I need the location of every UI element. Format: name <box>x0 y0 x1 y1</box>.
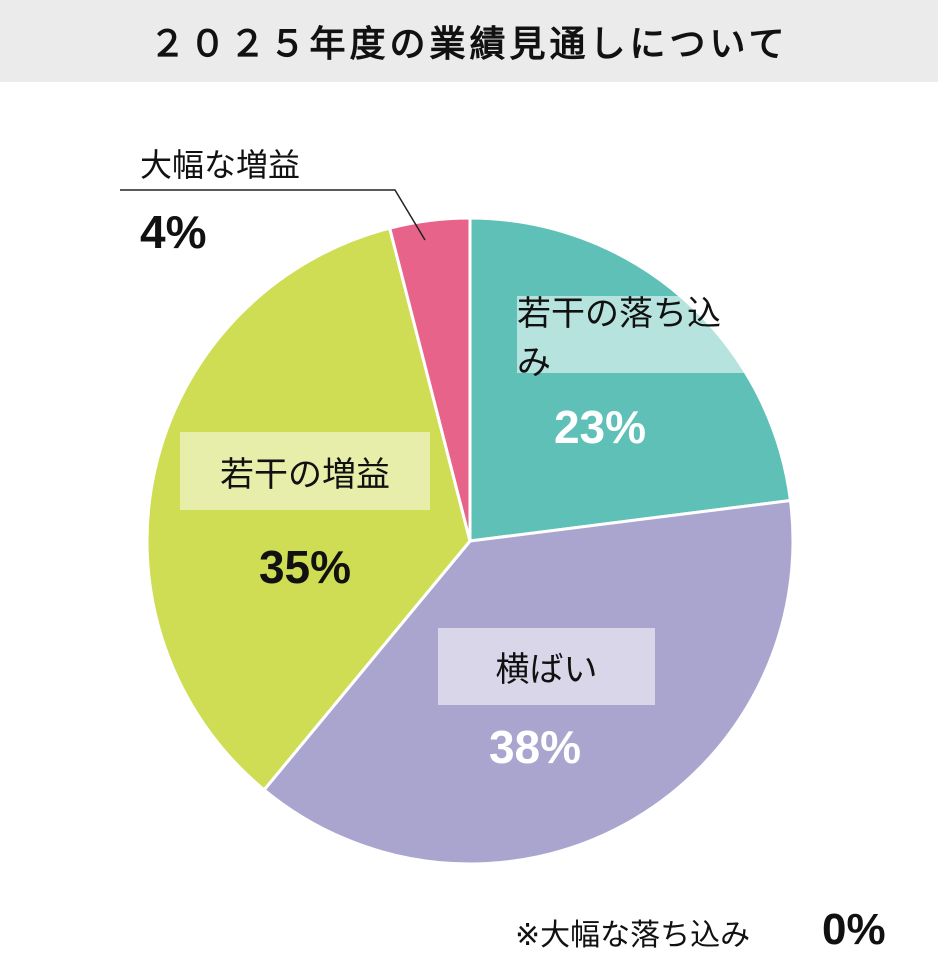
slice-label-1: 横ばい <box>438 628 655 705</box>
data-label-0: 23% <box>553 401 647 453</box>
slice-label-3: 大幅な増益 <box>140 146 301 184</box>
pie-slice-3 <box>387 216 472 542</box>
title-bar: ２０２５年度の業績見通しについて <box>0 0 938 82</box>
leader-line <box>120 189 426 241</box>
data-label-1: 38% <box>488 721 582 773</box>
footnote-label: ※大幅な落ち込み <box>515 918 751 953</box>
data-label-2: 35% <box>258 541 352 593</box>
data-label-3: 4% <box>140 206 207 258</box>
footnote-value: 0% <box>822 905 886 954</box>
slice-label-2: 若干の増益 <box>180 432 430 510</box>
slice-label-0: 若干の落ち込み <box>517 294 745 383</box>
chart-title: ２０２５年度の業績見通しについて <box>149 24 789 65</box>
